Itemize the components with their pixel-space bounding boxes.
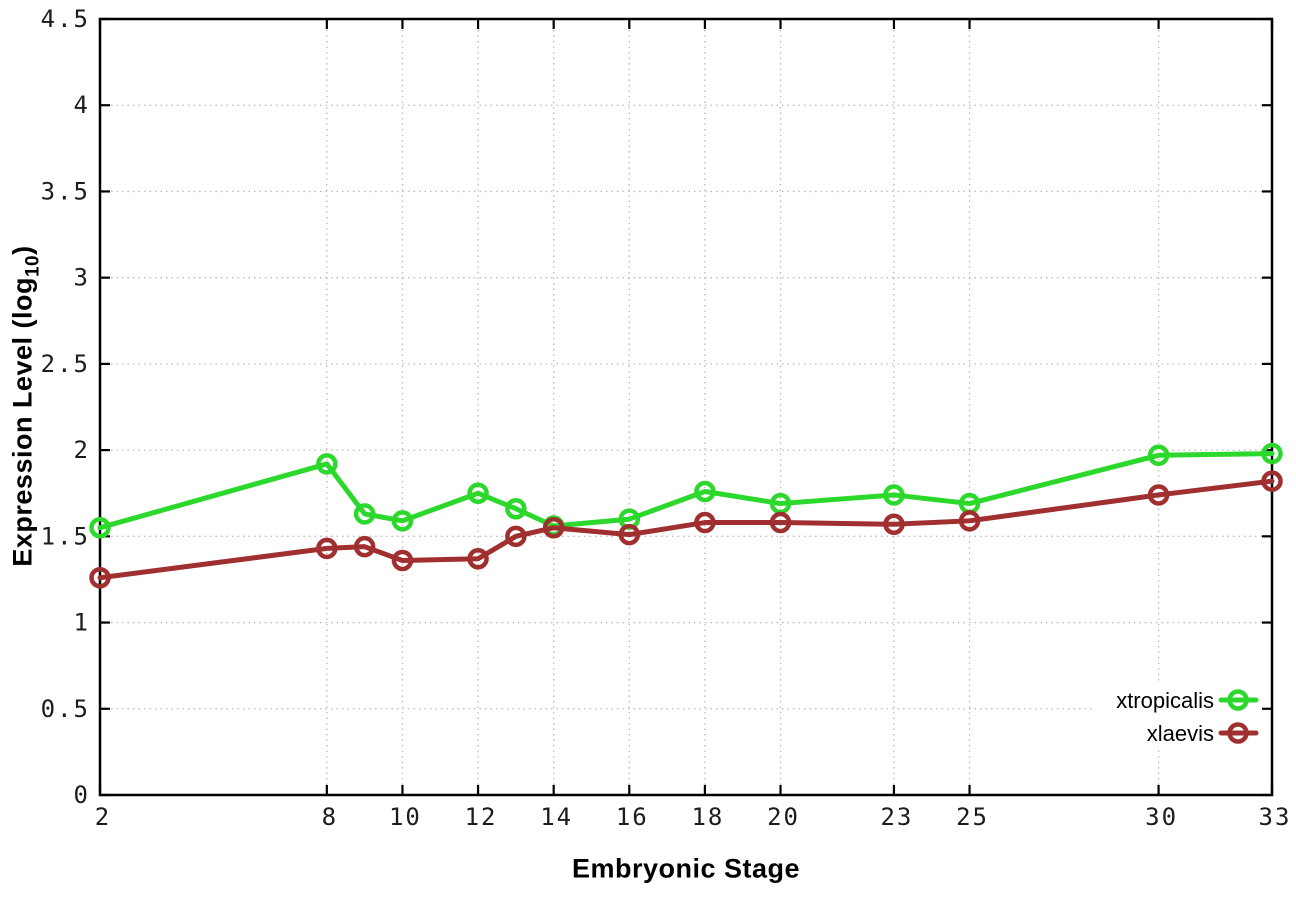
y-axis-title-text: Expression Level (log [7, 277, 38, 567]
y-tick-label: 1.5 [41, 522, 90, 550]
x-tick-label: 10 [389, 803, 422, 831]
y-tick-label: 4 [74, 91, 90, 119]
y-axis-title: Expression Level (log10) [8, 245, 45, 566]
data-point-xtropicalis [467, 482, 489, 504]
x-tick-label: 30 [1145, 803, 1178, 831]
y-tick-label: 2 [74, 436, 90, 464]
x-axis-title: Embryonic Stage [572, 854, 800, 885]
data-point-xtropicalis [505, 497, 527, 520]
data-point-xtropicalis [694, 480, 716, 503]
data-point-xlaevis [391, 549, 414, 572]
x-tick-label: 33 [1259, 803, 1292, 831]
data-point-xlaevis [958, 510, 981, 532]
data-point-xlaevis [89, 566, 111, 589]
x-tick-label: 23 [880, 803, 913, 831]
data-point-xtropicalis [1261, 442, 1283, 465]
legend-label-xlaevis: xlaevis [1147, 721, 1214, 746]
data-point-xlaevis [618, 523, 641, 546]
data-point-xlaevis [883, 513, 905, 536]
data-point-xtropicalis [353, 503, 376, 525]
data-point-xlaevis [353, 535, 376, 558]
legend-label-xtropicalis: xtropicalis [1116, 688, 1214, 713]
data-point-xtropicalis [316, 453, 338, 475]
data-point-xlaevis [1261, 470, 1283, 492]
plot-border [98, 17, 1274, 797]
x-tick-label: 14 [540, 803, 573, 831]
x-tick-label: 16 [616, 803, 649, 831]
series-line-xlaevis [97, 478, 1275, 581]
x-tick-label: 2 [95, 803, 111, 831]
legend-marker-xtropicalis [1227, 689, 1249, 711]
y-tick-label: 4.5 [41, 5, 90, 33]
x-tick-label: 20 [767, 803, 800, 831]
x-tick-label: 18 [691, 803, 724, 831]
y-axis-title-subscript: 10 [22, 254, 44, 278]
data-point-xlaevis [769, 511, 792, 534]
data-point-xlaevis [316, 537, 338, 560]
data-point-xlaevis [467, 548, 489, 570]
y-tick-label: 1 [74, 609, 90, 637]
x-tick-label: 8 [322, 803, 338, 831]
data-point-xtropicalis [391, 510, 414, 532]
x-tick-label: 25 [956, 803, 989, 831]
y-tick-label: 0.5 [41, 695, 90, 723]
y-tick-label: 3 [74, 264, 90, 292]
y-axis-title-close-paren: ) [7, 245, 38, 255]
data-point-xlaevis [542, 516, 565, 539]
data-point-xtropicalis [1147, 444, 1170, 467]
data-point-xlaevis [505, 525, 527, 548]
data-point-xtropicalis [89, 516, 111, 539]
y-tick-label: 0 [74, 781, 90, 809]
y-tick-label: 3.5 [41, 177, 90, 205]
data-point-xlaevis [1147, 484, 1170, 506]
data-point-xlaevis [694, 511, 716, 534]
data-point-xtropicalis [883, 484, 905, 506]
x-tick-label: 12 [465, 803, 498, 831]
series-line-xtropicalis [97, 451, 1275, 531]
y-tick-label: 2.5 [41, 350, 90, 378]
x-axis-title-text: Embryonic Stage [571, 853, 801, 884]
legend-marker-xlaevis [1227, 722, 1249, 744]
